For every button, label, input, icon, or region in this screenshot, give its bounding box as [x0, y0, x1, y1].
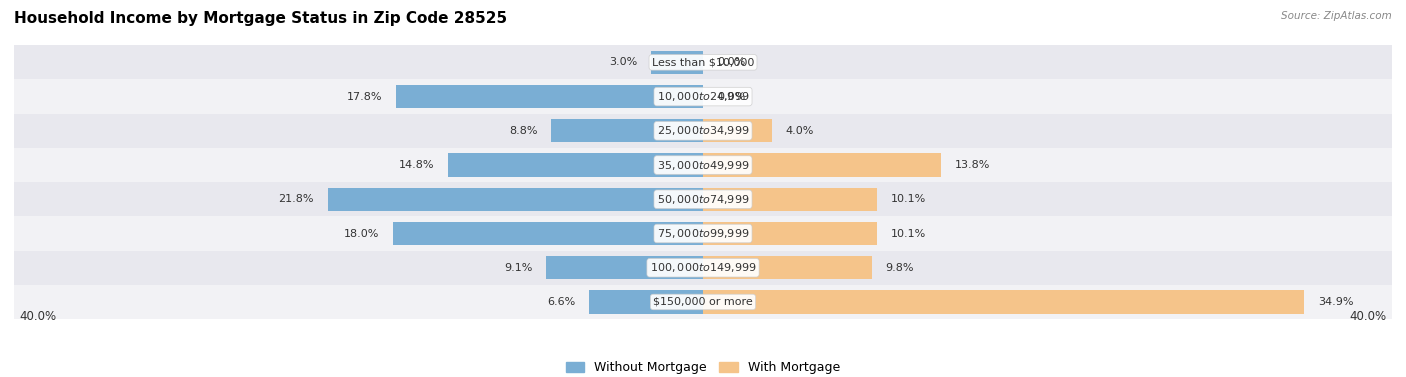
Text: 6.6%: 6.6%: [547, 297, 575, 307]
Text: 17.8%: 17.8%: [347, 92, 382, 101]
Bar: [651, 51, 703, 74]
Text: 0.0%: 0.0%: [717, 92, 745, 101]
Text: Household Income by Mortgage Status in Zip Code 28525: Household Income by Mortgage Status in Z…: [14, 11, 508, 26]
Bar: [703, 119, 772, 143]
Text: 21.8%: 21.8%: [278, 194, 314, 204]
Legend: Without Mortgage, With Mortgage: Without Mortgage, With Mortgage: [561, 356, 845, 377]
Text: 0.0%: 0.0%: [717, 57, 745, 67]
Text: 13.8%: 13.8%: [955, 160, 990, 170]
Text: 8.8%: 8.8%: [509, 126, 537, 136]
Text: 3.0%: 3.0%: [609, 57, 637, 67]
Text: $25,000 to $34,999: $25,000 to $34,999: [657, 124, 749, 137]
Bar: [14, 216, 1392, 251]
Bar: [703, 222, 877, 245]
Bar: [14, 251, 1392, 285]
Bar: [14, 45, 1392, 80]
Text: $150,000 or more: $150,000 or more: [654, 297, 752, 307]
Text: 10.1%: 10.1%: [891, 228, 927, 239]
Bar: [449, 153, 703, 177]
Text: Source: ZipAtlas.com: Source: ZipAtlas.com: [1281, 11, 1392, 21]
Text: 40.0%: 40.0%: [1350, 310, 1386, 323]
Bar: [589, 290, 703, 314]
Bar: [703, 290, 1305, 314]
Bar: [14, 285, 1392, 319]
Text: 18.0%: 18.0%: [344, 228, 380, 239]
Bar: [547, 256, 703, 279]
Bar: [392, 222, 703, 245]
Bar: [551, 119, 703, 143]
Bar: [328, 188, 703, 211]
Bar: [703, 188, 877, 211]
Text: 10.1%: 10.1%: [891, 194, 927, 204]
Text: 4.0%: 4.0%: [786, 126, 814, 136]
Text: 34.9%: 34.9%: [1317, 297, 1354, 307]
Text: 40.0%: 40.0%: [20, 310, 56, 323]
Bar: [396, 85, 703, 108]
Text: $10,000 to $24,999: $10,000 to $24,999: [657, 90, 749, 103]
Text: 9.8%: 9.8%: [886, 263, 914, 273]
Text: $100,000 to $149,999: $100,000 to $149,999: [650, 261, 756, 274]
Bar: [14, 114, 1392, 148]
Text: $50,000 to $74,999: $50,000 to $74,999: [657, 193, 749, 206]
Bar: [14, 182, 1392, 216]
Text: Less than $10,000: Less than $10,000: [652, 57, 754, 67]
Text: 14.8%: 14.8%: [399, 160, 434, 170]
Bar: [14, 148, 1392, 182]
Bar: [703, 256, 872, 279]
Text: $75,000 to $99,999: $75,000 to $99,999: [657, 227, 749, 240]
Bar: [703, 153, 941, 177]
Text: $35,000 to $49,999: $35,000 to $49,999: [657, 159, 749, 172]
Text: 9.1%: 9.1%: [505, 263, 533, 273]
Bar: [14, 80, 1392, 114]
